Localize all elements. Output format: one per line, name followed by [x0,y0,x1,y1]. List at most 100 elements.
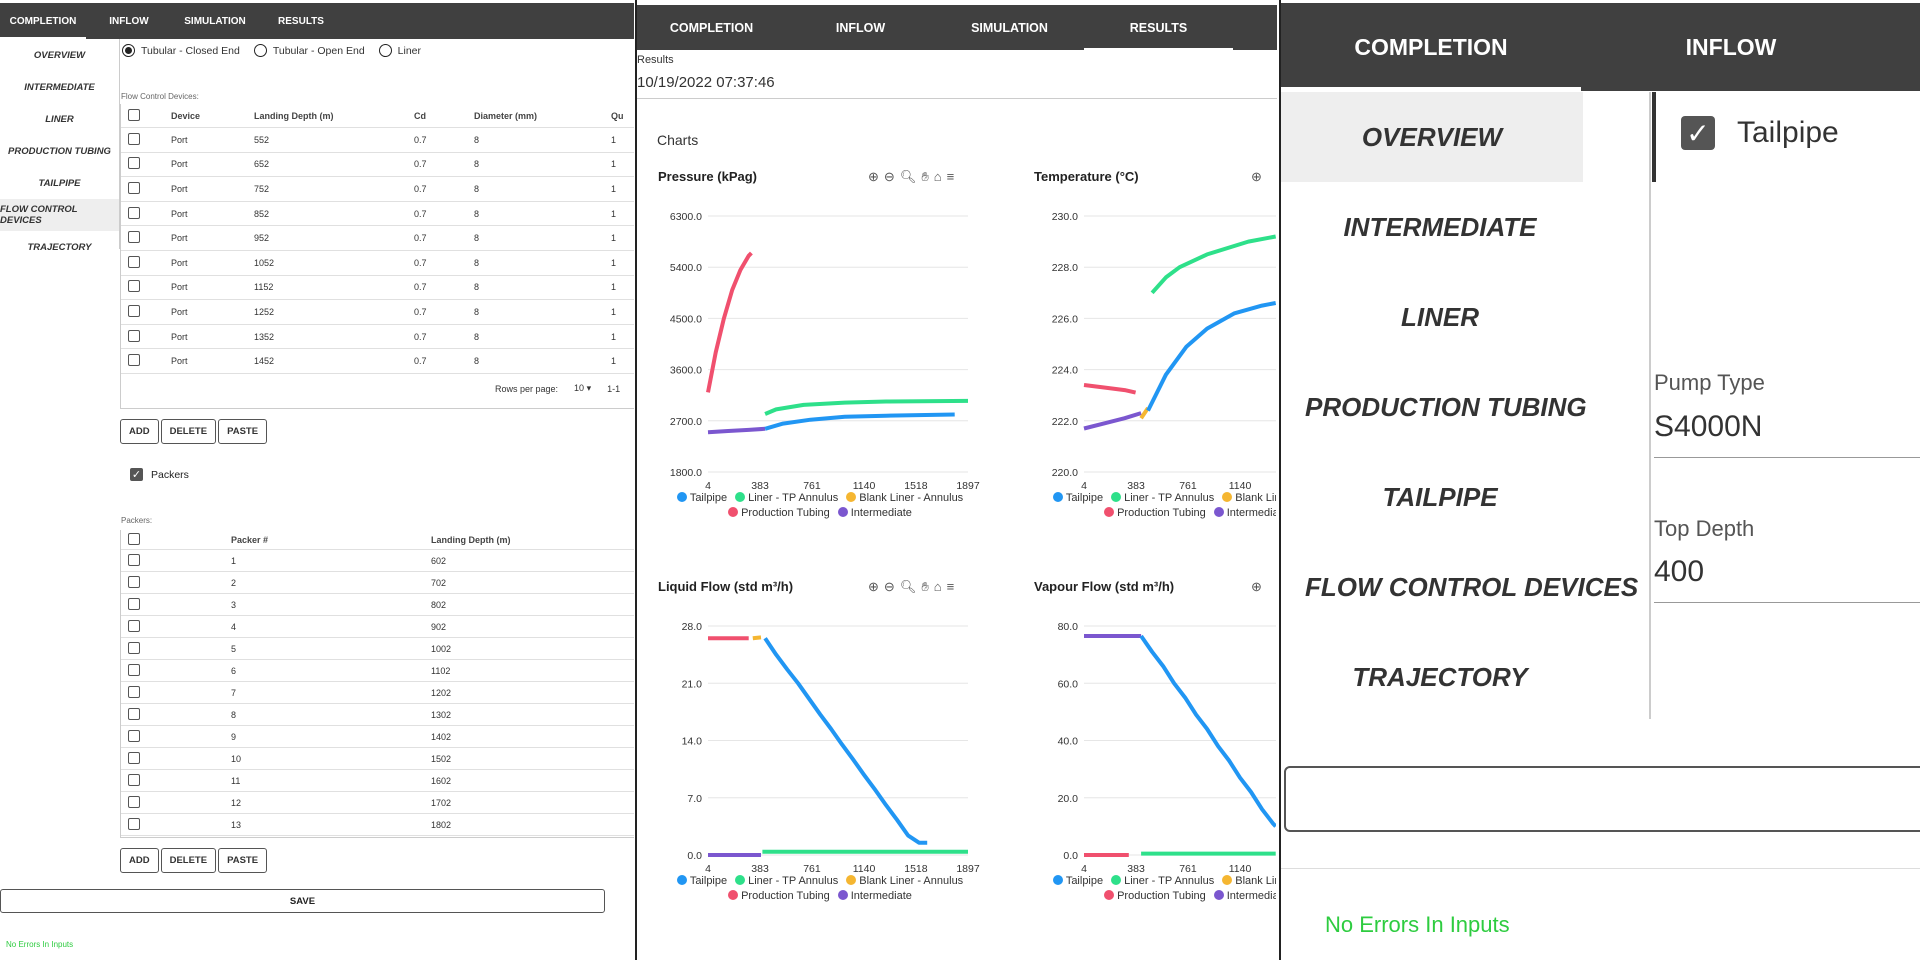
row-checkbox[interactable] [128,304,140,317]
magnifier-icon[interactable]: 🔍︎ [899,579,917,594]
pump-type-input[interactable]: S4000N [1654,410,1920,458]
table-row[interactable]: Port 1052 0.7 8 1 [121,251,634,276]
row-checkbox[interactable] [128,773,140,786]
zoom-in-icon[interactable]: ⊕ [1251,169,1262,184]
sidebar-item-overview[interactable]: OVERVIEW [1281,92,1583,182]
table-row[interactable]: 4 902 [121,616,634,638]
row-checkbox[interactable] [128,157,140,170]
magnifier-icon[interactable]: 🔍︎ [899,169,917,184]
legend-item[interactable]: Production Tubing [1104,507,1206,519]
sidebar-item-production-tubing[interactable]: PRODUCTION TUBING [8,145,111,157]
top-depth-input[interactable]: 400 [1654,555,1920,603]
tab-inflow[interactable]: INFLOW [109,15,149,27]
save-button[interactable] [1284,766,1920,832]
tab-simulation[interactable]: SIMULATION [971,20,1048,35]
legend-item[interactable]: Intermediate [1213,507,1276,519]
zoom-out-icon[interactable]: ⊖ [883,169,895,184]
radio-unchecked-icon[interactable] [253,44,267,57]
row-checkbox[interactable] [128,132,140,145]
table-row[interactable]: Port 1152 0.7 8 1 [121,276,634,301]
rows-per-page-select[interactable]: 10 ▾ [574,383,592,393]
row-checkbox[interactable] [128,641,140,654]
packers-checkbox[interactable]: ✓ [130,468,143,481]
tab-completion[interactable]: COMPLETION [0,3,86,39]
row-checkbox[interactable] [128,817,140,830]
table-row[interactable]: 3 802 [121,594,634,616]
row-checkbox[interactable] [128,729,140,742]
tailpipe-checkbox[interactable]: ✓ [1681,116,1715,150]
table-row[interactable]: 6 1102 [121,660,634,682]
row-checkbox[interactable] [128,663,140,676]
packers-add-button[interactable]: ADD [120,848,159,873]
radio-checked-icon[interactable] [122,44,135,57]
table-row[interactable]: 5 1002 [121,638,634,660]
radio-tubular-open-end[interactable]: Tubular - Open End [253,44,365,57]
legend-item[interactable]: Intermediate [837,507,912,519]
sidebar-item-intermediate[interactable]: INTERMEDIATE [1343,211,1537,242]
home-icon[interactable]: ⌂ [933,579,942,594]
table-row[interactable]: 8 1302 [121,704,634,726]
sidebar-item-intermediate[interactable]: INTERMEDIATE [24,81,95,93]
legend-item[interactable]: Intermediate [837,890,912,902]
legend-item[interactable]: Tailpipe [676,492,727,504]
tab-inflow[interactable]: INFLOW [1685,33,1777,60]
table-row[interactable]: Port 1352 0.7 8 1 [121,325,634,350]
radio-unchecked-icon[interactable] [378,44,392,57]
sidebar-item-tailpipe[interactable]: TAILPIPE [38,177,81,189]
legend-item[interactable]: Production Tubing [728,890,830,902]
legend-item[interactable]: Tailpipe [1052,492,1103,504]
legend-item[interactable]: Intermediate [1213,890,1276,902]
fcd-paste-button[interactable]: PASTE [218,419,268,444]
legend-item[interactable]: Production Tubing [1104,890,1206,902]
sidebar-item-trajectory[interactable]: TRAJECTORY [1352,661,1528,692]
tab-inflow[interactable]: INFLOW [835,20,886,35]
legend-item[interactable]: Blank Liner - Annulus [846,492,963,504]
sidebar-item-liner[interactable]: LINER [45,113,74,125]
row-checkbox[interactable] [128,329,140,342]
legend-item[interactable]: Blank Liner - Annulus [1222,492,1276,504]
legend-item[interactable]: Blank Liner - Annulus [846,875,963,887]
radio-tubular-closed-end[interactable]: Tubular - Closed End [122,44,240,57]
legend-item[interactable]: Liner - TP Annulus [1111,492,1214,504]
legend-item[interactable]: Blank Liner - Annulus [1222,875,1276,887]
packers-paste-button[interactable]: PASTE [218,848,268,873]
sidebar-item-liner[interactable]: LINER [1401,301,1479,332]
tab-completion[interactable]: COMPLETION [1281,3,1581,91]
zoom-in-icon[interactable]: ⊕ [868,579,879,594]
row-checkbox[interactable] [128,619,140,632]
radio-liner[interactable]: Liner [378,44,421,57]
tab-completion[interactable]: COMPLETION [669,20,754,35]
zoom-in-icon[interactable]: ⊕ [868,169,879,184]
home-icon[interactable]: ⌂ [933,169,942,184]
row-checkbox[interactable] [128,553,140,566]
table-row[interactable]: 1 602 [121,550,634,572]
menu-icon[interactable]: ≡ [946,169,955,184]
zoom-in-icon[interactable]: ⊕ [1251,579,1262,594]
select-all-checkbox[interactable] [128,108,140,121]
table-row[interactable]: Port 952 0.7 8 1 [121,226,634,251]
row-checkbox[interactable] [128,231,140,244]
legend-item[interactable]: Production Tubing [728,507,830,519]
row-checkbox[interactable] [128,181,140,194]
tab-results[interactable]: RESULTS [278,15,324,27]
row-checkbox[interactable] [128,280,140,293]
legend-item[interactable]: Liner - TP Annulus [735,492,838,504]
legend-item[interactable]: Tailpipe [676,875,727,887]
sidebar-item-trajectory[interactable]: TRAJECTORY [27,241,92,253]
table-row[interactable]: Port 752 0.7 8 1 [121,177,634,202]
table-row[interactable]: 9 1402 [121,726,634,748]
row-checkbox[interactable] [128,206,140,219]
select-all-checkbox[interactable] [128,532,140,545]
sidebar-item-tailpipe[interactable]: TAILPIPE [1382,481,1498,512]
table-row[interactable]: 11 1602 [121,770,634,792]
row-checkbox[interactable] [128,354,140,367]
table-row[interactable]: 12 1702 [121,792,634,814]
save-button[interactable]: SAVE [0,889,605,913]
table-row[interactable]: 7 1202 [121,682,634,704]
table-row[interactable]: Port 1252 0.7 8 1 [121,300,634,325]
row-checkbox[interactable] [128,751,140,764]
pan-hand-icon[interactable]: ✋︎ [921,579,929,594]
table-row[interactable]: 2 702 [121,572,634,594]
row-checkbox[interactable] [128,597,140,610]
sidebar-item-flow-control-devices[interactable]: FLOW CONTROL DEVICES [0,199,119,231]
